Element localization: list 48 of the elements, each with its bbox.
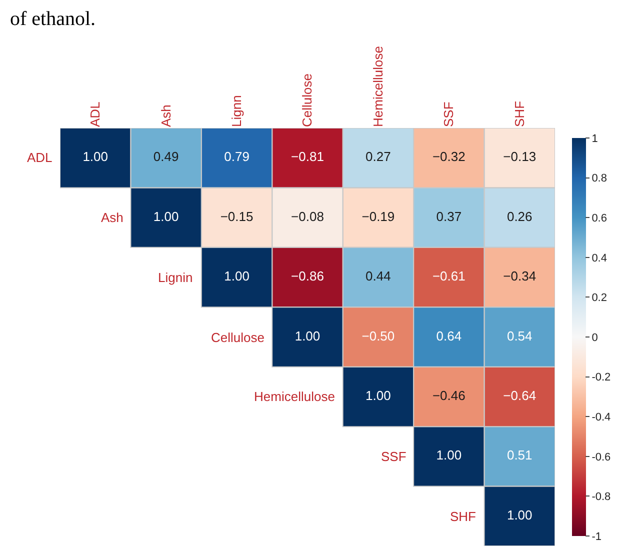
y-tick-label: Lignin [158, 270, 193, 285]
data-label: 0.37 [436, 208, 462, 224]
data-label: −0.61 [432, 268, 466, 284]
data-label: −0.86 [291, 268, 324, 284]
color-bar-label: -0.4 [592, 411, 611, 424]
color-bar-label: -0.2 [592, 372, 611, 384]
x-tick-label: ADL [88, 102, 103, 127]
data-label: −0.08 [291, 208, 324, 224]
data-label: 1.00 [506, 507, 532, 522]
x-tick-label: Hemicellulose [370, 46, 386, 127]
data-label: −0.81 [291, 149, 324, 164]
x-tick-label: SHF [512, 100, 527, 127]
data-label: −0.19 [362, 208, 395, 224]
data-label: 0.44 [366, 268, 391, 284]
data-label: −0.15 [220, 208, 254, 224]
data-label: −0.50 [362, 328, 395, 344]
text: of ethanol. [10, 8, 96, 30]
color-bar-label: -0.8 [592, 491, 611, 504]
data-label: 0.54 [506, 328, 532, 344]
data-label: −0.46 [432, 388, 466, 403]
data-label: −0.32 [432, 149, 466, 164]
data-label: 1.00 [82, 149, 108, 164]
data-label: 0.49 [153, 149, 179, 164]
data-label: 0.64 [436, 328, 462, 344]
x-tick-label: SSF [441, 102, 456, 127]
data-label: 0.79 [224, 149, 250, 164]
color-bar-label: 0.2 [592, 292, 607, 304]
data-label: 1.00 [366, 388, 391, 403]
x-tick-label: Cellulose [300, 74, 315, 127]
color-bar-label: 0 [592, 332, 598, 344]
data-label: 0.27 [366, 149, 391, 164]
x-tick-label: Lignn [229, 95, 244, 127]
color-bar-label: 1 [592, 132, 598, 145]
data-label: 1.00 [153, 208, 179, 224]
color-bar-label: 0.8 [592, 172, 607, 185]
data-label: 0.51 [506, 448, 532, 463]
data-label: −0.64 [503, 388, 536, 403]
color-bar-label: -1 [592, 530, 602, 543]
data-label: 1.00 [436, 448, 462, 463]
data-label: 0.26 [506, 208, 532, 224]
color-bar-label: 0.6 [592, 212, 607, 224]
data-label: −0.13 [503, 149, 536, 164]
data-label: 1.00 [224, 268, 250, 284]
x-tick-label: Ash [158, 104, 174, 127]
color-bar-label: -0.6 [592, 451, 611, 464]
data-label: −0.34 [503, 268, 536, 284]
data-label: 1.00 [294, 328, 320, 344]
color-bar-label: 0.4 [592, 252, 607, 264]
